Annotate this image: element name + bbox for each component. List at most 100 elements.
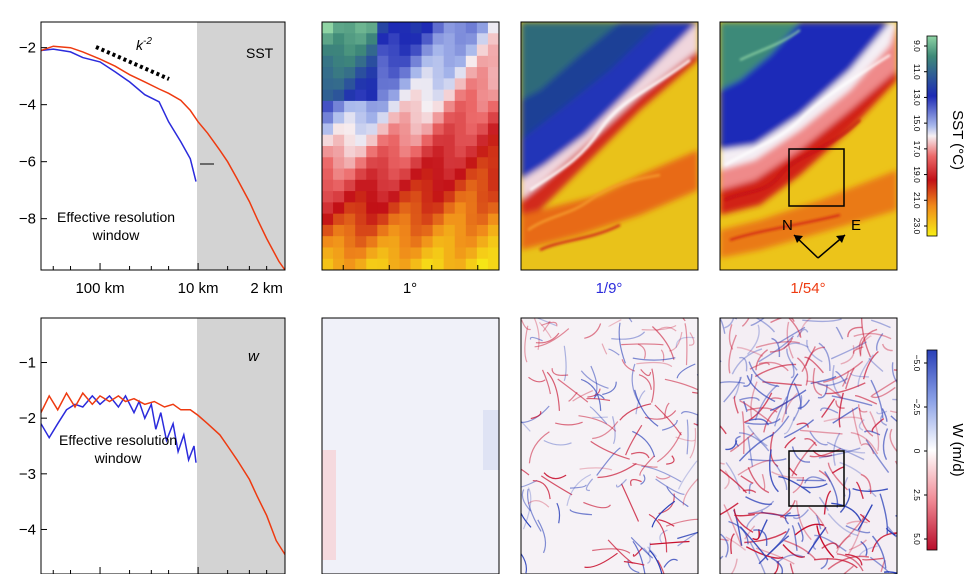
- w-streak: [881, 408, 888, 422]
- grid-cell: [399, 89, 411, 102]
- w-streak: [651, 368, 655, 403]
- w-streak: [785, 373, 799, 415]
- grid-cell: [410, 247, 423, 260]
- grid-cell: [465, 236, 478, 248]
- grid-cell: [443, 89, 456, 102]
- grid-cell: [421, 247, 434, 260]
- w-streak: [771, 337, 781, 358]
- colorbar-tick-label: 2.5: [912, 489, 922, 501]
- w-streak: [569, 484, 587, 489]
- grid-cell: [410, 179, 423, 192]
- grid-cell: [366, 100, 378, 113]
- w-streak: [767, 528, 790, 556]
- grid-cell: [399, 157, 411, 170]
- w-streak: [593, 394, 605, 400]
- w-streak: [724, 470, 730, 490]
- w-streak: [580, 378, 602, 411]
- w-streak: [601, 343, 608, 355]
- grid-cell: [322, 44, 334, 57]
- grid-cell: [421, 191, 434, 203]
- grid-cell: [476, 22, 489, 34]
- w-streak: [739, 397, 760, 402]
- w-streak: [696, 407, 698, 427]
- w-streak: [853, 332, 892, 340]
- w-streak: [689, 428, 697, 459]
- grid-cell: [465, 157, 478, 170]
- w-streak: [521, 468, 530, 476]
- grid-cell: [443, 168, 456, 181]
- grid-cell: [454, 134, 467, 147]
- w-streak: [632, 430, 656, 458]
- sst-spectrum-panel: k-2 SST Effective resolution window −2 −4…: [19, 21, 286, 297]
- grid-cell: [344, 157, 356, 170]
- grid-cell: [366, 123, 378, 136]
- w-streak: [579, 467, 613, 471]
- w-streak: [555, 421, 583, 426]
- w-streak: [893, 532, 897, 535]
- w-streak: [802, 318, 842, 323]
- grid-cell: [443, 100, 456, 113]
- w-streak: [521, 553, 528, 574]
- grid-cell: [344, 258, 356, 271]
- w-streak: [720, 381, 745, 384]
- w-streak: [630, 451, 650, 459]
- grid-cell: [421, 78, 434, 91]
- w-streak: [608, 319, 622, 327]
- grid-cell: [476, 157, 489, 170]
- w-streak: [537, 519, 547, 554]
- grid-cell: [443, 157, 456, 170]
- w-streak: [725, 462, 741, 491]
- w-streak: [790, 362, 795, 379]
- grid-cell: [388, 179, 400, 192]
- w-streak: [533, 318, 540, 350]
- grid-cell: [421, 44, 434, 57]
- w-streak: [657, 559, 665, 574]
- w-streak: [521, 489, 532, 512]
- grid-cell: [454, 236, 467, 248]
- x-tick-label: 10 km: [178, 280, 219, 297]
- grid-cell: [388, 44, 400, 57]
- grid-cell: [322, 247, 334, 260]
- w-streak: [814, 534, 847, 552]
- w-streak: [728, 334, 737, 374]
- grid-cell: [388, 157, 400, 170]
- w-streak: [890, 415, 897, 423]
- w-streak: [818, 342, 831, 372]
- w-streak: [835, 535, 851, 554]
- w-streak: [830, 341, 867, 360]
- grid-cell: [388, 134, 400, 147]
- grid-cell: [377, 134, 389, 147]
- grid-cell: [465, 258, 478, 271]
- grid-cell: [322, 258, 334, 271]
- w-streak: [746, 375, 776, 403]
- grid-cell: [399, 55, 411, 68]
- w-streak: [637, 343, 646, 359]
- grid-cell: [432, 67, 445, 79]
- w-streak: [791, 446, 811, 463]
- w-streak: [621, 343, 664, 346]
- w-streak: [784, 539, 816, 560]
- w-streak: [720, 468, 748, 494]
- w-streak: [783, 419, 815, 439]
- grid-cell: [410, 202, 423, 215]
- grid-cell: [388, 168, 400, 181]
- grid-cell: [487, 179, 500, 192]
- grid-cell: [355, 134, 367, 147]
- grid-cell: [377, 157, 389, 170]
- grid-cell: [399, 100, 411, 113]
- resolution-window-label-2: window: [92, 227, 141, 243]
- w-streak: [801, 346, 816, 373]
- w-streak: [655, 475, 671, 480]
- grid-cell: [432, 224, 445, 237]
- grid-cell: [432, 112, 445, 124]
- grid-cell: [344, 44, 356, 57]
- w-streak: [804, 476, 825, 484]
- w-map-fine: [719, 317, 898, 574]
- w-streak: [744, 525, 756, 540]
- grid-cell: [443, 22, 456, 34]
- grid-cell: [366, 236, 378, 248]
- w-streak: [758, 335, 795, 363]
- w-streak: [568, 391, 578, 402]
- w-streak: [801, 483, 828, 489]
- w-streak: [806, 380, 842, 399]
